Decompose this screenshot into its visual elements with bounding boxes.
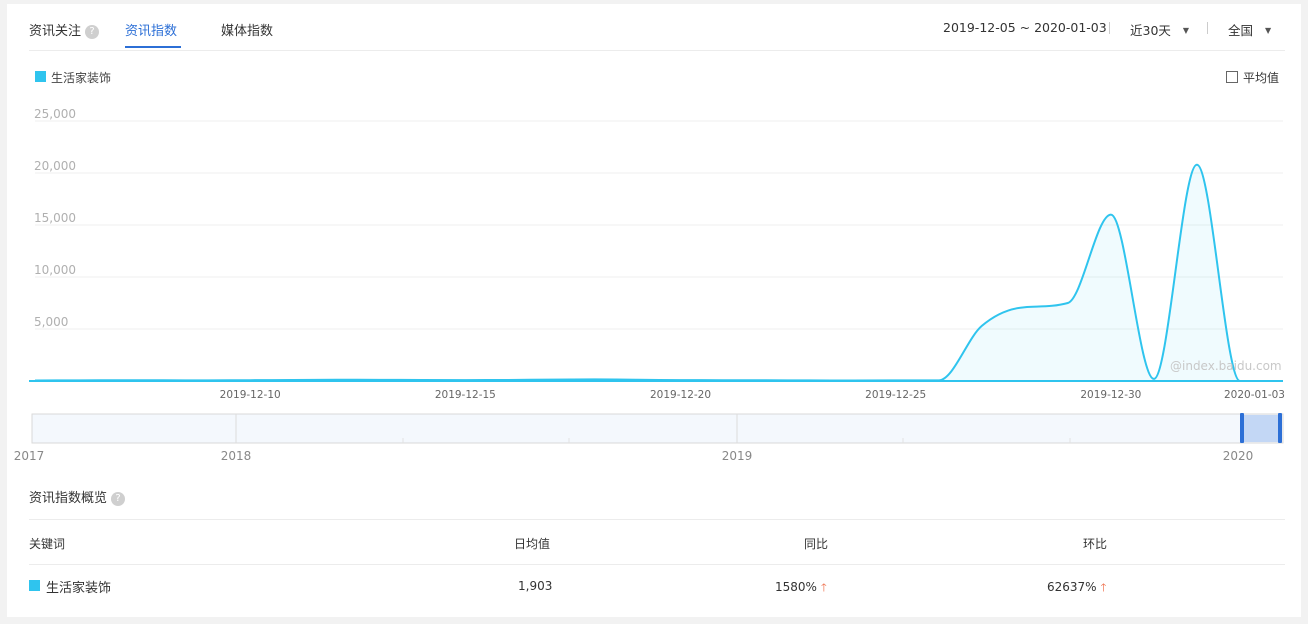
- divider: [1109, 22, 1110, 34]
- active-tab-underline: [125, 46, 181, 48]
- y-tick-label: 15,000: [34, 211, 76, 225]
- period-dropdown[interactable]: 近30天 ▼: [1130, 20, 1189, 39]
- legend-swatch[interactable]: [35, 71, 46, 82]
- range-track: [31, 413, 1284, 444]
- tab-media-index[interactable]: 媒体指数: [221, 24, 274, 39]
- x-axis-labels: 2019-12-10 2019-12-15 2019-12-20 2019-12-25…: [220, 389, 1285, 401]
- column-header-keyword: 关键词: [29, 537, 66, 551]
- header-divider: [29, 50, 1285, 51]
- help-icon[interactable]: ?: [111, 492, 126, 506]
- y-tick-label: 5,000: [34, 315, 68, 329]
- panel: 资讯关注? 资讯指数 媒体指数 2019-12-05 ~ 2020-01-03 …: [7, 4, 1301, 617]
- x-tick-label: 2019-12-10: [220, 389, 281, 401]
- column-header-mom: 环比: [1083, 537, 1108, 551]
- range-handle-right[interactable]: [1278, 413, 1282, 443]
- overview-divider: [29, 519, 1285, 520]
- average-checkbox[interactable]: [1226, 71, 1238, 83]
- table-divider: [29, 564, 1285, 565]
- line-chart[interactable]: 5,000 10,000 15,000 20,000 25,000 2019-12-10…: [7, 4, 1301, 474]
- chevron-down-icon: ▼: [1182, 26, 1190, 35]
- daily-avg-value: 1,903: [518, 579, 553, 593]
- year-label: 2020: [1223, 449, 1254, 463]
- divider: [1207, 22, 1208, 34]
- range-year-labels: 2017 2018 2019 2020: [14, 449, 1254, 463]
- grid: [35, 120, 1283, 330]
- overview-title: 资讯指数概览?: [29, 487, 126, 506]
- period-dropdown-label: 近30天: [1130, 23, 1171, 38]
- x-tick-label: 2019-12-30: [1080, 389, 1141, 401]
- chevron-down-icon: ▼: [1265, 26, 1272, 35]
- section-title-text: 资讯关注: [29, 24, 82, 39]
- column-header-daily-avg: 日均值: [514, 537, 551, 551]
- range-selection[interactable]: [1241, 415, 1281, 442]
- yoy-value-text: 1580%: [775, 580, 817, 594]
- x-tick-label: 2019-12-15: [435, 389, 496, 401]
- mom-value: 62637% 🡑: [1047, 579, 1106, 598]
- range-handle-left[interactable]: [1240, 413, 1244, 443]
- tab-news-index[interactable]: 资讯指数: [125, 24, 178, 39]
- date-range[interactable]: 2019-12-05 ~ 2020-01-03: [943, 20, 1107, 35]
- arrow-up-icon: 🡑: [820, 581, 827, 594]
- section-title: 资讯关注?: [29, 20, 100, 39]
- keyword-label: 生活家装饰: [46, 581, 112, 596]
- year-label: 2019: [722, 449, 753, 463]
- watermark: @index.baidu.com: [1170, 359, 1282, 373]
- keyword-swatch: [29, 580, 40, 591]
- x-tick-label: 2019-12-20: [650, 389, 711, 401]
- y-axis-labels: 5,000 10,000 15,000 20,000 25,000: [34, 107, 76, 329]
- help-icon[interactable]: ?: [85, 25, 100, 39]
- series-area: [35, 164, 1283, 381]
- region-dropdown[interactable]: 全国 ▼: [1228, 20, 1271, 39]
- y-tick-label: 20,000: [34, 159, 76, 173]
- range-year-ticks: [235, 414, 1071, 443]
- y-tick-label: 10,000: [34, 263, 76, 277]
- legend-label[interactable]: 生活家装饰: [51, 71, 112, 85]
- x-tick-label: 2020-01-03: [1224, 389, 1285, 401]
- region-dropdown-label: 全国: [1228, 23, 1254, 38]
- arrow-up-icon: 🡑: [1100, 581, 1107, 594]
- range-overview[interactable]: 2017 2018 2019 2020: [14, 413, 1284, 463]
- yoy-value: 1580% 🡑: [775, 579, 827, 598]
- average-label[interactable]: 平均值: [1243, 71, 1280, 85]
- year-label: 2018: [221, 449, 252, 463]
- column-header-yoy: 同比: [804, 537, 829, 551]
- x-tick-label: 2019-12-25: [865, 389, 926, 401]
- mom-value-text: 62637%: [1047, 580, 1097, 594]
- overview-title-text: 资讯指数概览: [29, 491, 108, 506]
- y-tick-label: 25,000: [34, 107, 76, 121]
- year-label: 2017: [14, 449, 45, 463]
